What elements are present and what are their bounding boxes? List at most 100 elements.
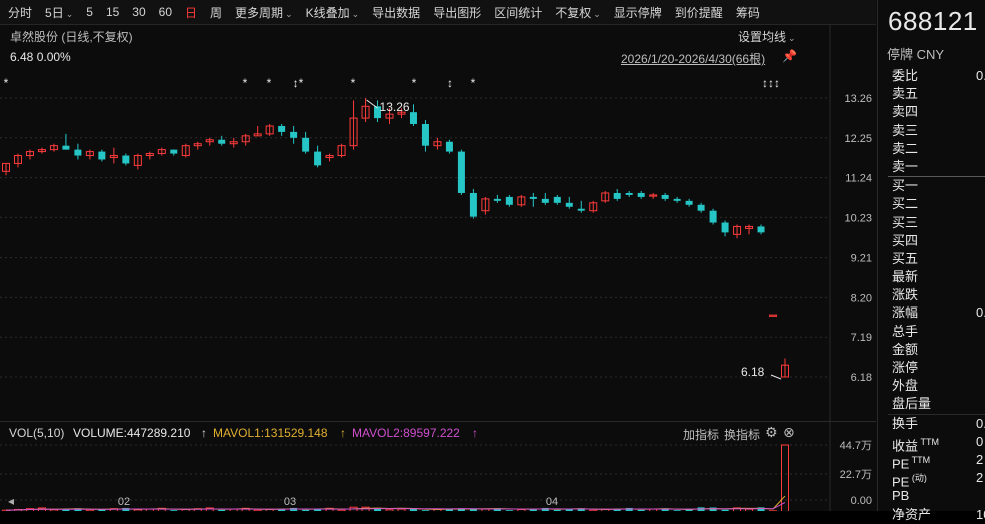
x-tick-label: 03 — [284, 496, 296, 508]
quote-row: PB — [878, 487, 985, 505]
toolbar-item-10[interactable]: 导出数据 — [372, 4, 420, 21]
candle-body — [722, 223, 729, 233]
y-tick-label: 10.23 — [844, 212, 872, 224]
event-marker: * — [412, 76, 417, 90]
quote-value: 2 — [976, 451, 983, 469]
event-marker: * — [4, 76, 9, 90]
quote-value: 0. — [976, 415, 985, 433]
toolbar-item-9[interactable]: K线叠加⌄ — [306, 4, 360, 21]
quote-row: 最新 — [878, 268, 985, 286]
kline-chart-area[interactable]: 卓然股份 (日线,不复权) 设置均线⌄ 6.48 0.00% 2026/1/20… — [0, 25, 876, 511]
quote-row: 卖一 — [878, 158, 985, 176]
volume-arrow-icon: ↑ — [201, 426, 207, 440]
quote-row: 买一 — [878, 177, 985, 195]
candle-body — [662, 195, 669, 199]
x-tick-label: 02 — [118, 496, 130, 508]
quote-label: 卖三 — [892, 123, 918, 138]
volume-tick-label: 0.00 — [851, 495, 872, 507]
quote-row: 总手 — [878, 323, 985, 341]
mavol2-value: MAVOL2:89597.222 — [352, 426, 460, 440]
quote-value: 10 — [976, 506, 985, 524]
y-tick-label: 8.20 — [851, 292, 872, 304]
volume-header: VOL(5,10) VOLUME:447289.210 ↑ MAVOL1:131… — [0, 421, 876, 442]
quote-label: 卖二 — [892, 141, 918, 156]
quote-row: 买五 — [878, 250, 985, 268]
high-arrow — [367, 100, 378, 108]
quote-label: 委比 — [892, 68, 918, 83]
candle-body — [758, 226, 765, 232]
stock-code: 688121 — [888, 6, 978, 37]
toolbar-item-1[interactable]: 5日⌄ — [45, 4, 73, 21]
candle-body — [686, 201, 693, 205]
quote-row: 委比0. — [878, 67, 985, 85]
toolbar-item-3[interactable]: 15 — [106, 5, 119, 19]
candle-body — [458, 152, 465, 193]
event-marker: ↕* — [293, 76, 304, 90]
event-marker: * — [243, 76, 248, 90]
toolbar-item-7[interactable]: 周 — [210, 4, 222, 21]
high-price-label: 13.26 — [380, 100, 410, 114]
quote-row: 卖二 — [878, 140, 985, 158]
quote-label: PB — [892, 488, 909, 503]
candle-body — [470, 193, 477, 217]
gear-icon[interactable]: ⚙ — [765, 424, 778, 441]
candle-body — [674, 199, 681, 201]
event-marker: ↕ — [447, 76, 453, 90]
quote-panel: 688121 停牌 CNY 委比0.卖五卖四卖三卖二卖一买一买二买三买四买五最新… — [877, 0, 985, 511]
chevron-down-icon: ⌄ — [593, 9, 601, 19]
toolbar-item-13[interactable]: 不复权⌄ — [555, 4, 601, 21]
toolbar-item-4[interactable]: 30 — [132, 5, 145, 19]
quote-label: 外盘 — [892, 378, 918, 393]
stock-chart-app: 分时 5日⌄ 5 15 30 60 日周更多周期⌄ K线叠加⌄ 导出数据导出图形区间统计不复权⌄… — [0, 0, 985, 511]
quote-row: 涨跌 — [878, 286, 985, 304]
toolbar-item-14[interactable]: 显示停牌 — [614, 4, 662, 21]
close-icon[interactable]: ⊗ — [783, 424, 795, 441]
candle-body — [302, 138, 309, 152]
candle-body — [530, 197, 537, 199]
event-marker: * — [471, 76, 476, 90]
candle-body — [542, 199, 549, 203]
quote-value: 0. — [976, 304, 985, 322]
y-tick-label: 12.25 — [844, 133, 872, 145]
candle-body — [710, 211, 717, 223]
toolbar-item-12[interactable]: 区间统计 — [494, 4, 542, 21]
scroll-left-icon[interactable]: ◂ — [8, 494, 14, 508]
toolbar-item-5[interactable]: 60 — [159, 5, 172, 19]
candle-body — [566, 203, 573, 207]
quote-label: 卖四 — [892, 104, 918, 119]
quote-label: 买五 — [892, 251, 918, 266]
quote-label: 卖一 — [892, 159, 918, 174]
quote-row: PE (动)2 — [878, 469, 985, 487]
toolbar-item-6[interactable]: 日 — [185, 4, 197, 21]
toolbar-item-11[interactable]: 导出图形 — [433, 4, 481, 21]
candle-body — [770, 315, 777, 316]
quote-row: 金额 — [878, 341, 985, 359]
toolbar-item-15[interactable]: 到价提醒 — [675, 4, 723, 21]
toolbar-item-8[interactable]: 更多周期⌄ — [235, 4, 293, 21]
switch-indicator-button[interactable]: 换指标 — [724, 426, 760, 443]
quote-row: 买四 — [878, 232, 985, 250]
toolbar-item-16[interactable]: 筹码 — [736, 4, 760, 21]
toolbar-item-2[interactable]: 5 — [86, 5, 93, 19]
quote-label-suffix: TTM — [918, 437, 939, 447]
candle-body — [698, 205, 705, 211]
candle-body — [422, 124, 429, 146]
quote-row: 买三 — [878, 214, 985, 232]
quote-label: 涨跌 — [892, 287, 918, 302]
candle-body — [614, 193, 621, 199]
low-price-label: 6.18 — [741, 365, 765, 379]
quote-row: 换手 0. — [878, 415, 985, 433]
candle-body — [98, 152, 105, 160]
quote-row: 卖三 — [878, 122, 985, 140]
trading-status: 停牌 CNY — [887, 44, 944, 63]
quote-row: 涨停 — [878, 359, 985, 377]
candle-body — [554, 197, 561, 203]
toolbar-item-0[interactable]: 分时 — [8, 4, 32, 21]
quote-row: 卖五 — [878, 85, 985, 103]
quote-label: 换手 — [892, 416, 918, 431]
period-toolbar: 分时 5日⌄ 5 15 30 60 日周更多周期⌄ K线叠加⌄ 导出数据导出图形区间统计不复权⌄… — [0, 0, 876, 25]
add-indicator-button[interactable]: 加指标 — [683, 426, 719, 443]
candle-body — [290, 132, 297, 138]
candle-body — [626, 193, 633, 195]
